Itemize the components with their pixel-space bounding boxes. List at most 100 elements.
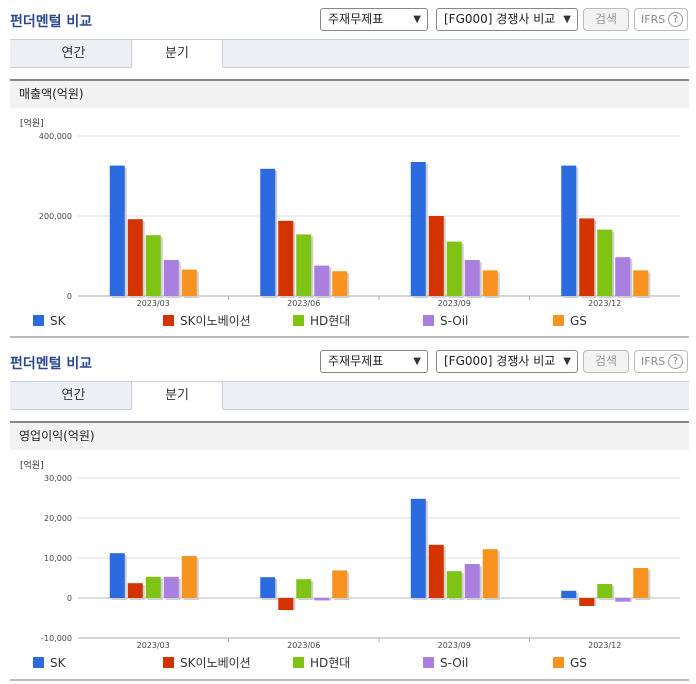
legend-item: S-Oil (423, 655, 468, 671)
tab-annual[interactable]: 연간 (61, 388, 86, 403)
revenue-panel: 펀더멘털 비교 주재무제표 ▼ [FG000] 경쟁사 비교 ▼ 검색 IFRS… (0, 8, 696, 338)
legend-item: SK이노베이션 (163, 655, 251, 671)
legend-item: SK (33, 655, 66, 671)
bar-HD현대-2023/06 (296, 234, 312, 296)
chart-legend: SK SK이노베이션 HD현대 S-Oil GS (0, 313, 696, 333)
bar-S-Oil-2023/06 (314, 598, 330, 601)
divider (10, 336, 689, 338)
divider (10, 679, 689, 681)
bar-SK-2023/06 (260, 168, 276, 296)
compare-group-select[interactable]: [FG000] 경쟁사 비교 ▼ (436, 8, 578, 31)
legend-label: HD현대 (310, 314, 351, 328)
tab-quarterly[interactable]: 분기 (131, 39, 223, 68)
y-tick-label: 400,000 (39, 132, 72, 141)
bar-HD현대-2023/09 (446, 241, 462, 296)
legend-label: SK이노베이션 (180, 656, 251, 670)
bar-SK이노베이션-2023/03 (127, 583, 143, 598)
revenue-chart: [억원] 0 200,000 400,000 2023/03 2023/06 2023/09… (20, 117, 680, 308)
compare-group-select[interactable]: [FG000] 경쟁사 비교 ▼ (436, 350, 578, 373)
y-tick-label: -10,000 (41, 634, 72, 643)
bar-SK이노베이션-2023/09 (428, 216, 444, 296)
bar-SK-2023/09 (410, 498, 426, 598)
period-tabs: 연간 분기 (10, 39, 689, 68)
bar-SK이노베이션-2023/12 (579, 218, 595, 296)
x-tick-label: 2023/09 (438, 299, 471, 308)
bar-GS-2023/12 (633, 270, 649, 296)
y-tick-label: 200,000 (39, 212, 72, 221)
question-circle-icon: ? (668, 354, 683, 369)
legend-swatch (33, 657, 44, 668)
legend-item: HD현대 (293, 655, 350, 671)
select-value: [FG000] 경쟁사 비교 (444, 12, 556, 26)
period-tabs: 연간 분기 (10, 381, 689, 410)
legend-swatch (553, 657, 564, 668)
bar-SK-2023/09 (410, 162, 426, 296)
ifrs-label: IFRS (641, 13, 666, 26)
x-tick-label: 2023/12 (588, 641, 621, 650)
select-value: [FG000] 경쟁사 비교 (444, 354, 556, 368)
bar-GS-2023/06 (332, 271, 348, 296)
bar-HD현대-2023/03 (145, 235, 161, 296)
legend-item: HD현대 (293, 313, 350, 329)
bar-SK-2023/12 (561, 165, 577, 296)
page-title: 펀더멘털 비교 (10, 356, 93, 372)
chart-subtitle: 영업이익(억원) (10, 421, 689, 450)
operating-profit-panel: 펀더멘털 비교 주재무제표 ▼ [FG000] 경쟁사 비교 ▼ 검색 IFRS… (0, 342, 696, 684)
tab-quarterly[interactable]: 분기 (131, 381, 223, 410)
bar-HD현대-2023/09 (446, 571, 462, 598)
x-tick-label: 2023/06 (287, 641, 320, 650)
search-button[interactable]: 검색 (583, 350, 629, 373)
legend-label: S-Oil (440, 656, 469, 670)
legend-swatch (423, 657, 434, 668)
legend-item: GS (553, 313, 587, 329)
legend-label: GS (570, 656, 587, 670)
search-button[interactable]: 검색 (583, 8, 629, 31)
ifrs-help-button[interactable]: IFRS ? (634, 8, 688, 31)
panel-header: 펀더멘털 비교 주재무제표 ▼ [FG000] 경쟁사 비교 ▼ 검색 IFRS… (0, 342, 696, 378)
bar-S-Oil-2023/09 (464, 260, 480, 296)
x-tick-label: 2023/03 (137, 641, 170, 650)
legend-swatch (33, 315, 44, 326)
y-tick-label: 10,000 (44, 554, 72, 563)
legend-swatch (293, 315, 304, 326)
bar-SK이노베이션-2023/06 (278, 598, 294, 610)
bar-S-Oil-2023/12 (615, 257, 631, 296)
statement-type-select[interactable]: 주재무제표 ▼ (320, 8, 428, 31)
legend-swatch (163, 315, 174, 326)
x-tick-label: 2023/12 (588, 299, 621, 308)
legend-label: SK (50, 314, 66, 328)
x-tick-label: 2023/03 (137, 299, 170, 308)
legend-swatch (293, 657, 304, 668)
legend-label: HD현대 (310, 656, 351, 670)
bar-S-Oil-2023/03 (163, 260, 179, 296)
select-value: 주재무제표 (328, 354, 384, 368)
legend-item: S-Oil (423, 313, 468, 329)
bar-SK-2023/06 (260, 577, 276, 598)
bar-SK이노베이션-2023/06 (278, 220, 294, 296)
ifrs-help-button[interactable]: IFRS ? (634, 350, 688, 373)
bar-GS-2023/03 (181, 269, 197, 296)
bar-HD현대-2023/06 (296, 579, 312, 598)
tab-annual[interactable]: 연간 (61, 46, 86, 61)
x-tick-label: 2023/09 (438, 641, 471, 650)
bar-SK이노베이션-2023/09 (428, 544, 444, 598)
chart-subtitle: 매출액(억원) (10, 79, 689, 108)
select-value: 주재무제표 (328, 12, 384, 26)
y-tick-label: 0 (67, 292, 72, 301)
bar-GS-2023/09 (482, 549, 498, 598)
legend-label: GS (570, 314, 587, 328)
x-tick-label: 2023/06 (287, 299, 320, 308)
bar-GS-2023/06 (332, 570, 348, 598)
chart-legend: SK SK이노베이션 HD현대 S-Oil GS (0, 655, 696, 675)
y-tick-label: 20,000 (44, 514, 72, 523)
bar-S-Oil-2023/06 (314, 265, 330, 296)
unit-label: [억원] (20, 117, 44, 129)
statement-type-select[interactable]: 주재무제표 ▼ (320, 350, 428, 373)
chevron-down-icon: ▼ (563, 356, 571, 367)
chevron-down-icon: ▼ (413, 356, 421, 367)
bar-GS-2023/03 (181, 556, 197, 598)
legend-item: SK이노베이션 (163, 313, 251, 329)
legend-item: SK (33, 313, 66, 329)
operating-profit-chart: [억원] -10,000 0 10,000 20,000 30,000 2023/03 202… (20, 459, 680, 650)
bar-SK-2023/03 (109, 553, 125, 598)
